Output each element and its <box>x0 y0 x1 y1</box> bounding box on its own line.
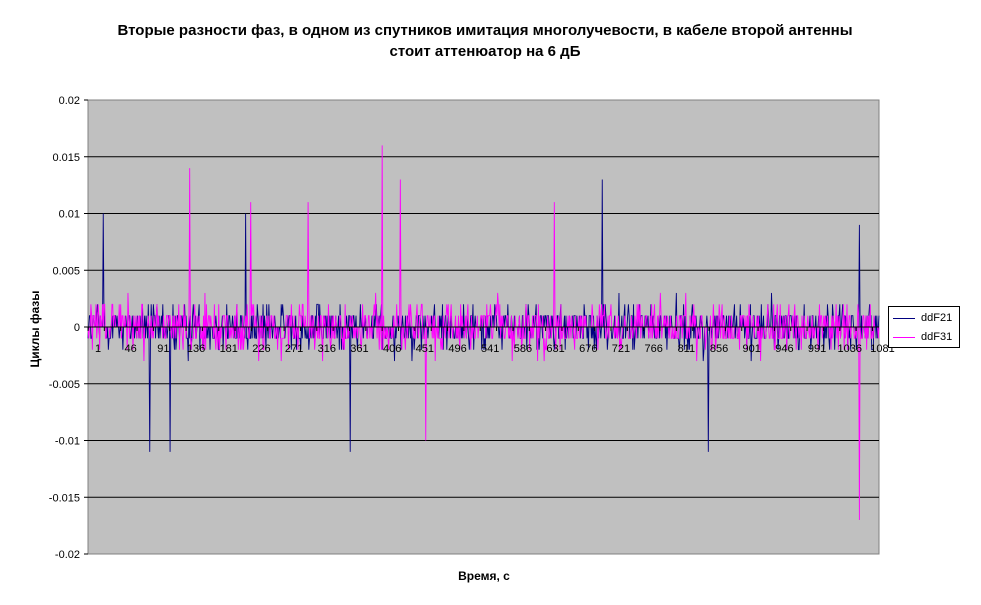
x-tick-label: 991 <box>808 343 826 355</box>
y-tick-label: 0 <box>74 322 80 334</box>
x-tick-label: 856 <box>710 343 728 355</box>
legend: ddF21 ddF31 <box>888 306 960 348</box>
x-tick-label: 676 <box>579 343 597 355</box>
x-tick-label: 811 <box>678 343 696 355</box>
x-axis <box>87 326 879 331</box>
x-tick-label: 496 <box>448 343 466 355</box>
x-tick-label: 316 <box>318 343 336 355</box>
x-tick-label: 586 <box>514 343 532 355</box>
y-tick-label: -0.02 <box>55 549 80 561</box>
y-tick-label: -0.005 <box>49 379 80 391</box>
x-tick-label: 631 <box>546 343 564 355</box>
x-tick-label: 901 <box>743 343 761 355</box>
x-tick-label: 181 <box>220 343 238 355</box>
x-tick-label: 451 <box>416 343 434 355</box>
x-tick-label: 406 <box>383 343 401 355</box>
legend-swatch-ddf21 <box>893 318 915 319</box>
x-tick-label: 91 <box>157 343 169 355</box>
x-tick-label: 46 <box>125 343 137 355</box>
y-tick-label: 0.02 <box>59 95 80 107</box>
x-tick-label: 1 <box>95 343 101 355</box>
legend-swatch-ddf31 <box>893 337 915 338</box>
chart-title: Вторые разности фаз, в одном из спутнико… <box>117 22 853 60</box>
y-tick-label: -0.015 <box>49 492 80 504</box>
y-axis-label: Циклы фазы <box>28 290 42 368</box>
y-tick-label: -0.01 <box>55 436 80 448</box>
y-tick-label: 0.015 <box>52 152 80 164</box>
x-axis-label: Время, с <box>458 569 510 583</box>
x-tick-label: 1036 <box>838 343 862 355</box>
x-tick-label: 136 <box>187 343 205 355</box>
x-tick-label: 946 <box>775 343 793 355</box>
legend-label-ddf31: ddF31 <box>921 331 953 343</box>
x-tick-label: 541 <box>481 343 499 355</box>
x-tick-label: 226 <box>252 343 270 355</box>
grid-lines <box>88 156 879 498</box>
legend-label-ddf21: ddF21 <box>921 312 953 324</box>
y-tick-labels: 0.02 0.015 0.01 0.005 0 -0.005 -0.01 -0.015 -0.0… <box>49 95 88 561</box>
x-tick-label: 721 <box>612 343 630 355</box>
x-tick-labels: 1 46 91 136 181 226 271 316 361 406 451 496 541 586 63… <box>95 343 895 355</box>
y-tick-label: 0.005 <box>52 265 80 277</box>
x-tick-label: 361 <box>350 343 368 355</box>
series-layer <box>87 145 880 520</box>
x-tick-label: 766 <box>644 343 662 355</box>
x-tick-label: 271 <box>285 343 303 355</box>
series-line-ddf31 <box>87 145 880 520</box>
y-tick-label: 0.01 <box>59 209 80 221</box>
